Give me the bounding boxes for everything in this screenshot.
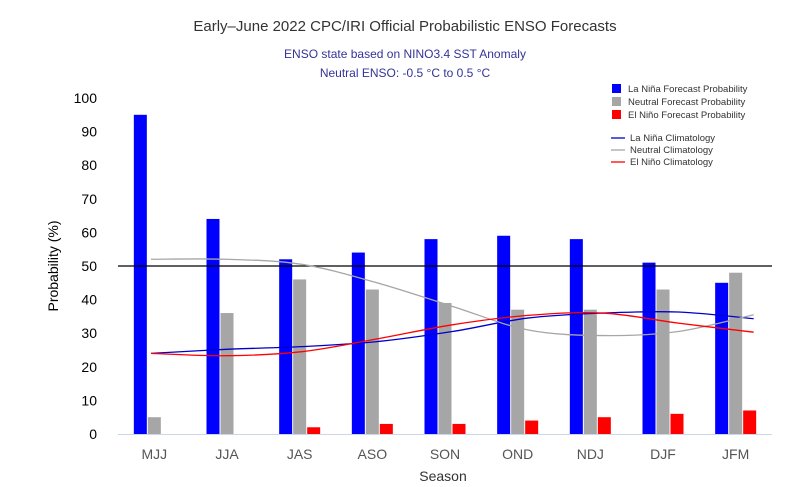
x-tick-label: OND — [502, 446, 533, 462]
bar-neutral-forecast-probability — [293, 279, 307, 434]
y-axis-ticks: 0 10 20 30 40 50 60 70 80 90 100 — [74, 90, 98, 442]
line-el-ni-o-climatology — [150, 311, 754, 357]
legend-label: La Niña Climatology — [630, 133, 715, 144]
chart-subtitle-line-1: ENSO state based on NINO3.4 SST Anomaly — [284, 47, 526, 61]
legend: La Niña Forecast Probability Neutral Fore… — [611, 84, 748, 168]
bar-el-ni-o-forecast-probability — [379, 423, 393, 434]
bar-la-ni-a-forecast-probability — [569, 239, 583, 434]
bar-neutral-forecast-probability — [438, 302, 452, 434]
bar-la-ni-a-forecast-probability — [642, 262, 656, 434]
y-tick-label: 40 — [81, 292, 97, 308]
legend-label: Neutral Forecast Probability — [628, 97, 745, 108]
bar-el-ni-o-forecast-probability — [670, 413, 684, 434]
bar-la-ni-a-forecast-probability — [715, 282, 729, 434]
bar-el-ni-o-forecast-probability — [743, 410, 757, 434]
bar-neutral-forecast-probability — [147, 417, 161, 434]
bar-la-ni-a-forecast-probability — [497, 235, 511, 434]
bar-el-ni-o-forecast-probability — [452, 423, 466, 434]
line-la-ni-a-climatology — [150, 310, 754, 355]
bar-la-ni-a-forecast-probability — [206, 218, 220, 434]
y-tick-label: 30 — [81, 325, 97, 341]
x-tick-label: JAS — [287, 446, 313, 462]
y-tick-label: 100 — [74, 90, 98, 106]
x-tick-label: ASO — [358, 446, 388, 462]
y-tick-label: 50 — [81, 258, 97, 274]
bar-el-ni-o-forecast-probability — [307, 427, 321, 434]
legend-swatch — [612, 97, 621, 106]
x-axis-ticks: MJJ JJA JAS ASO SON OND NDJ DJF JFM — [118, 434, 772, 462]
y-tick-label: 0 — [89, 426, 97, 442]
legend-swatch — [612, 84, 621, 93]
chart-title: Early–June 2022 CPC/IRI Official Probabi… — [193, 18, 616, 35]
bar-neutral-forecast-probability — [365, 289, 379, 434]
bar-la-ni-a-forecast-probability — [424, 239, 438, 434]
bar-la-ni-a-forecast-probability — [279, 259, 293, 434]
y-tick-label: 20 — [81, 359, 97, 375]
y-tick-label: 10 — [81, 392, 97, 408]
legend-swatch — [612, 110, 621, 119]
x-tick-label: JFM — [722, 446, 749, 462]
x-tick-label: SON — [430, 446, 460, 462]
bar-neutral-forecast-probability — [583, 309, 597, 434]
y-axis-label: Probability (%) — [45, 220, 61, 311]
x-tick-label: MJJ — [141, 446, 167, 462]
x-axis-label: Season — [419, 468, 466, 484]
y-tick-label: 60 — [81, 224, 97, 240]
x-tick-label: DJF — [650, 446, 676, 462]
bar-neutral-forecast-probability — [511, 309, 525, 434]
x-tick-label: NDJ — [577, 446, 604, 462]
bar-series-group — [133, 114, 757, 435]
bar-neutral-forecast-probability — [729, 272, 743, 434]
legend-label: La Niña Forecast Probability — [628, 84, 748, 95]
bar-el-ni-o-forecast-probability — [597, 417, 611, 434]
line-neutral-climatology — [150, 258, 754, 337]
x-tick-label: JJA — [215, 446, 239, 462]
climatology-lines-group — [150, 258, 754, 357]
bar-neutral-forecast-probability — [220, 313, 234, 434]
legend-label: Neutral Climatology — [630, 145, 713, 156]
y-tick-label: 70 — [81, 191, 97, 207]
bar-el-ni-o-forecast-probability — [525, 420, 539, 434]
bar-neutral-forecast-probability — [656, 289, 670, 434]
bar-la-ni-a-forecast-probability — [133, 114, 147, 435]
legend-label: El Niño Forecast Probability — [628, 110, 745, 121]
chart-subtitle-line-2: Neutral ENSO: -0.5 °C to 0.5 °C — [320, 66, 491, 80]
legend-label: El Niño Climatology — [630, 157, 713, 168]
y-tick-label: 90 — [81, 124, 97, 140]
y-tick-label: 80 — [81, 157, 97, 173]
